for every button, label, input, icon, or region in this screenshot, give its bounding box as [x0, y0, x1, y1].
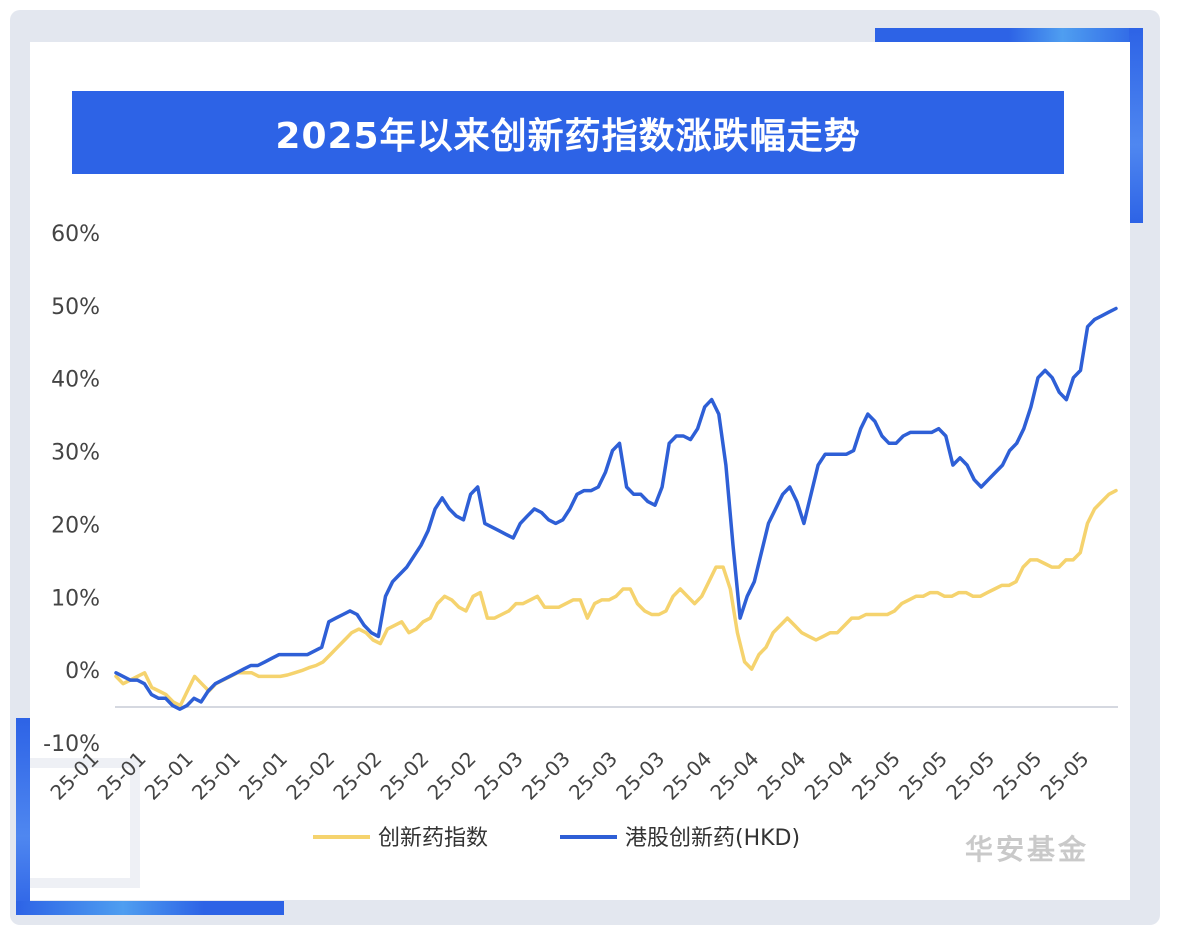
y-tick-label: 50% — [51, 295, 100, 320]
y-tick-label: -10% — [43, 732, 100, 757]
x-tick-label: 25-01 — [187, 747, 245, 805]
legend: 创新药指数 港股创新药(HKD) — [313, 826, 800, 851]
x-tick-label: 25-02 — [328, 747, 386, 805]
chart-card — [30, 42, 1130, 900]
title-banner: 2025年以来创新药指数涨跌幅走势 — [72, 91, 1064, 174]
x-tick-label: 25-03 — [564, 747, 622, 805]
x-tick-label: 25-05 — [847, 747, 905, 805]
x-tick-label: 25-05 — [988, 747, 1046, 805]
bottom-left-accent-bar — [16, 901, 284, 915]
x-tick-label: 25-05 — [941, 747, 999, 805]
legend-label-hk: 港股创新药(HKD) — [625, 826, 800, 851]
x-tick-label: 25-04 — [658, 747, 716, 805]
x-tick-label: 25-04 — [705, 747, 763, 805]
x-tick-label: 25-05 — [1035, 747, 1093, 805]
x-tick-label: 25-03 — [517, 747, 575, 805]
right-edge-accent-bar — [1129, 28, 1143, 223]
y-tick-label: 10% — [51, 586, 100, 611]
y-tick-label: 60% — [51, 222, 100, 247]
x-tick-label: 25-03 — [470, 747, 528, 805]
x-axis: 25-0125-0125-0125-0125-0125-0225-0225-02… — [45, 747, 1093, 805]
chart-title: 2025年以来创新药指数涨跌幅走势 — [275, 115, 861, 157]
x-tick-label: 25-02 — [423, 747, 481, 805]
x-tick-label: 25-03 — [611, 747, 669, 805]
series-line-hk-innovative-drug — [114, 306, 1118, 711]
x-tick-label: 25-05 — [894, 747, 952, 805]
x-tick-label: 25-01 — [140, 747, 198, 805]
series-line-innovative-drug-index — [114, 488, 1118, 708]
x-tick-label: 25-01 — [234, 747, 292, 805]
watermark-logo: 华安基金 — [965, 833, 1090, 866]
x-tick-label: 25-04 — [800, 747, 858, 805]
y-tick-label: 20% — [51, 513, 100, 538]
top-right-accent-bar — [875, 28, 1143, 42]
x-tick-label: 25-04 — [753, 747, 811, 805]
legend-label-index: 创新药指数 — [378, 826, 488, 851]
x-tick-label: 25-01 — [93, 747, 151, 805]
y-tick-label: 0% — [65, 659, 100, 684]
left-edge-accent-bar — [16, 718, 30, 915]
x-tick-label: 25-02 — [375, 747, 433, 805]
y-tick-label: 40% — [51, 368, 100, 393]
corner-square-deco — [30, 758, 140, 888]
y-axis: 60% 50% 40% 30% 20% 10% 0% -10% — [43, 222, 100, 757]
y-tick-label: 30% — [51, 441, 100, 466]
x-tick-label: 25-02 — [281, 747, 339, 805]
